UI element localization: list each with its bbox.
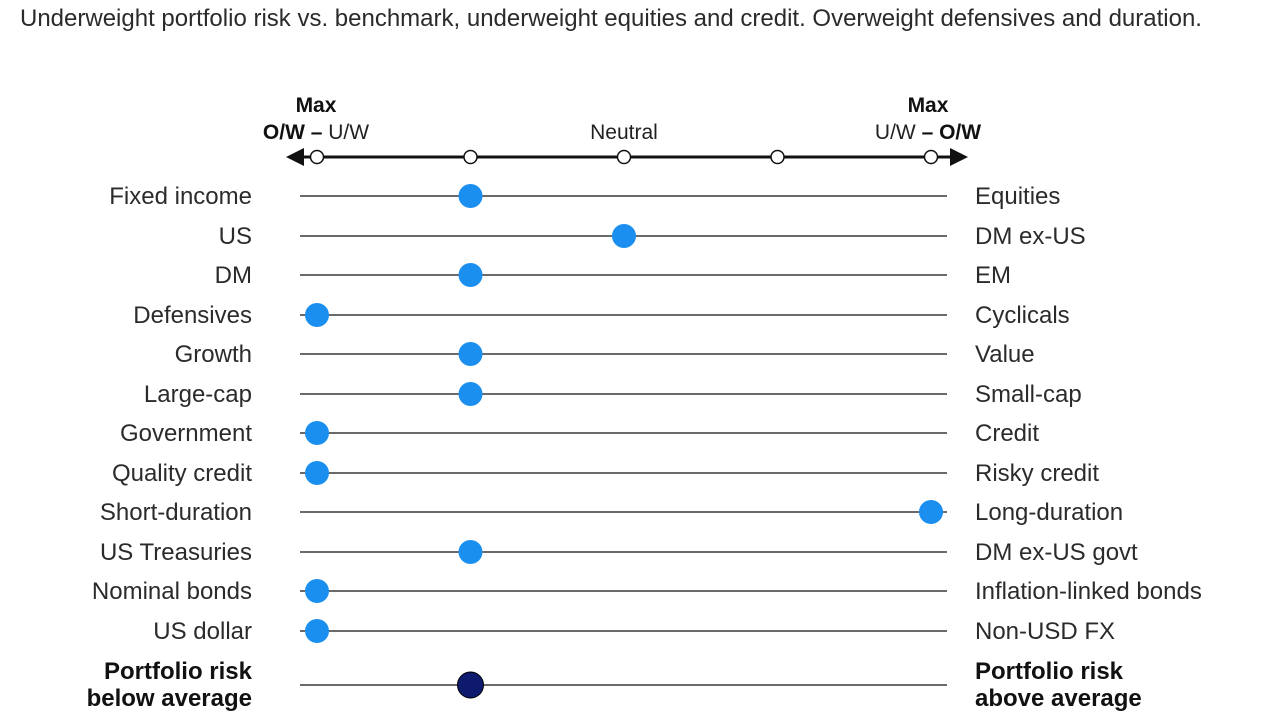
row-right-label: above average: [975, 685, 1142, 712]
positioning-row: Short-duration Long-duration: [100, 499, 1123, 526]
left-max-label: Max: [296, 94, 337, 117]
row-right-label: Portfolio risk: [975, 658, 1124, 685]
row-right-label: DM ex-US govt: [975, 539, 1138, 566]
position-dot: [612, 224, 636, 248]
positioning-row: US dollar Non-USD FX: [153, 618, 1115, 645]
position-dot: [305, 619, 329, 643]
chart-headline: Underweight portfolio risk vs. benchmark…: [20, 5, 1202, 32]
positioning-row: Government Credit: [120, 420, 1039, 447]
right-scale-part: O/W: [939, 121, 981, 144]
position-dot: [458, 184, 483, 208]
positioning-row: Growth Value: [175, 341, 1035, 368]
positioning-row: Defensives Cyclicals: [133, 302, 1069, 329]
right-scale-label: U/W – O/W: [875, 121, 981, 144]
position-dot: [305, 461, 329, 485]
right-max-label: Max: [908, 94, 949, 117]
left-scale-label: O/W – U/W: [263, 121, 369, 144]
row-left-label: US dollar: [153, 618, 252, 645]
row-right-label: EM: [975, 262, 1011, 289]
position-dot: [919, 500, 943, 524]
positioning-row: Nominal bonds Inflation-linked bonds: [92, 578, 1202, 605]
positioning-row: Fixed income Equities: [109, 183, 1060, 210]
row-right-label: Long-duration: [975, 499, 1123, 526]
row-left-label: Quality credit: [112, 460, 252, 487]
row-left-label: Short-duration: [100, 499, 252, 526]
positioning-row: Large-cap Small-cap: [144, 381, 1082, 408]
scale-tick-marker: [309, 149, 325, 165]
scale-tick-marker: [770, 149, 785, 165]
row-right-label: Equities: [975, 183, 1060, 210]
left-scale-part: O/W: [263, 121, 305, 144]
position-dot: [305, 303, 329, 327]
row-left-label: Nominal bonds: [92, 578, 252, 605]
positioning-row: US DM ex-US: [219, 223, 1086, 250]
position-dot: [458, 382, 483, 406]
position-dot: [457, 671, 484, 699]
row-left-label: Portfolio risk: [104, 658, 253, 685]
scale-axis: Max O/W – U/W Neutral Max U/W – O/W: [263, 94, 981, 166]
row-left-label: Large-cap: [144, 381, 252, 408]
positioning-row: DM EM: [215, 262, 1011, 289]
row-right-label: Non-USD FX: [975, 618, 1115, 645]
position-dot: [458, 263, 483, 287]
row-left-label: Defensives: [133, 302, 252, 329]
row-left-label: Government: [120, 420, 252, 447]
row-left-label: DM: [215, 262, 252, 289]
right-arrowhead: [950, 148, 968, 166]
position-dot: [458, 342, 483, 366]
row-right-label: Cyclicals: [975, 302, 1070, 329]
positioning-row: Quality credit Risky credit: [112, 460, 1099, 487]
row-left-label: Growth: [175, 341, 252, 368]
left-arrowhead: [286, 148, 304, 166]
row-left-label: below average: [87, 685, 252, 712]
scale-tick-marker: [923, 149, 939, 165]
row-left-label: US: [219, 223, 252, 250]
position-dot: [458, 540, 483, 564]
left-scale-part: –: [305, 121, 328, 144]
scale-tick-marker: [463, 149, 478, 165]
positioning-rows: Fixed income Equities US DM ex-US DM EM Defens…: [87, 183, 1202, 712]
row-left-label: US Treasuries: [100, 539, 252, 566]
row-right-label: Value: [975, 341, 1035, 368]
row-right-label: Credit: [975, 420, 1039, 447]
neutral-label: Neutral: [590, 121, 658, 144]
position-dot: [305, 421, 329, 445]
row-right-label: DM ex-US: [975, 223, 1086, 250]
row-left-label: Fixed income: [109, 183, 252, 210]
row-right-label: Risky credit: [975, 460, 1099, 487]
position-dot: [305, 579, 329, 603]
right-scale-part: U/W: [875, 121, 916, 144]
positioning-row: US Treasuries DM ex-US govt: [100, 539, 1138, 566]
row-right-label: Small-cap: [975, 381, 1082, 408]
scale-tick-marker: [616, 149, 632, 165]
right-scale-part: –: [916, 121, 939, 144]
row-right-label: Inflation-linked bonds: [975, 578, 1202, 605]
left-scale-part: U/W: [328, 121, 369, 144]
